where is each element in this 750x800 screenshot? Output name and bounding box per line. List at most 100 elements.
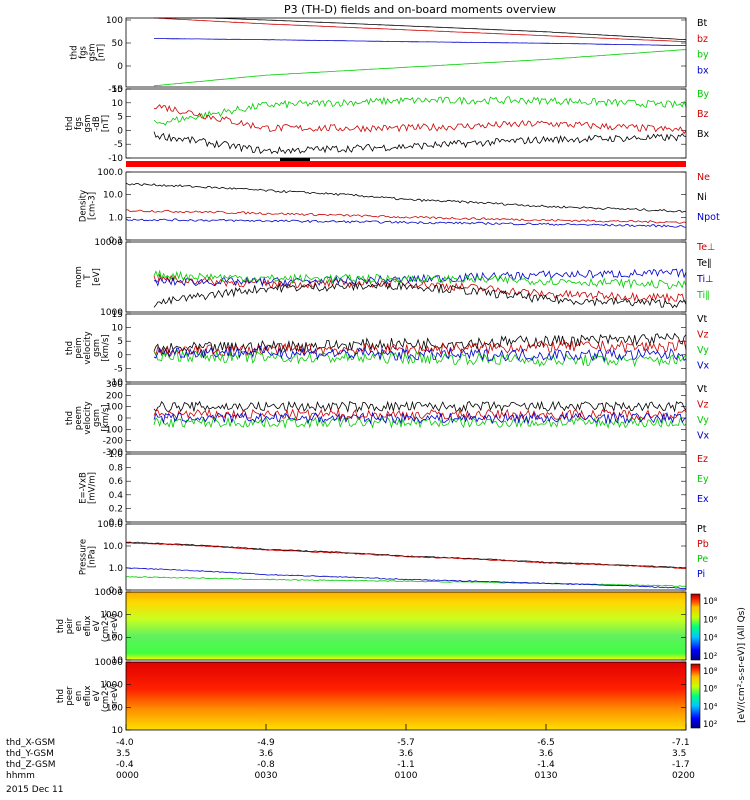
y-tick-label: 0.1 — [109, 236, 123, 246]
y-axis-label: E=-VxB[mV/m] — [79, 472, 98, 504]
y-axis-label-line: E=-VxB — [79, 472, 89, 504]
colorbar-tick-label: 10² — [703, 720, 717, 730]
colorbar-layer: 10⁸ 10⁶ 10⁴ 10² 10⁸ 10⁶ 10⁴ 10² [eV/(cm²-s-sr-eV… — [690, 593, 747, 730]
series-line-Ti⊥ — [153, 268, 687, 288]
colorbar-tick-label: 10⁴ — [703, 702, 718, 712]
y-axis-label-line: Pressure — [79, 539, 89, 575]
quality-flag-mark — [280, 158, 310, 161]
y-axis-label: thdfgsgsm-dB[nT] — [65, 114, 111, 132]
legend-label: Ne — [697, 172, 710, 183]
ion-spectrogram — [126, 592, 686, 660]
panels-layer: 100500-50thdfgsgsm[nT]Btbzbybx151050-5-1… — [56, 16, 720, 736]
series-line-Ni — [125, 182, 687, 213]
panel-efield: 1.0 0.8 0.6 0.4 0.2 0.0 E=-VxB[mV/m] Ez Ey Ex — [79, 450, 710, 528]
legend-label: Ti∥ — [696, 290, 710, 301]
y-axis-label-line: en — [74, 621, 84, 632]
series-line-Te⊥ — [153, 273, 687, 303]
y-tick-label: 10.0 — [103, 191, 123, 201]
panel-frame — [125, 591, 687, 661]
y-tick-label: 0 — [117, 351, 123, 361]
x-axis-row-value: 3.6 — [399, 749, 414, 759]
y-axis-label-line: velocity — [83, 331, 93, 364]
legend-label: Pb — [697, 539, 709, 550]
y-tick-label: 5 — [117, 337, 123, 347]
y-axis-label-line: peer — [65, 686, 75, 706]
y-tick-label: 0.8 — [109, 464, 124, 474]
y-axis-label-line: eV — [92, 690, 102, 701]
y-axis-label-line: (cm2-s- — [101, 610, 111, 642]
x-axis-row-value: 0200 — [672, 771, 695, 781]
colorbar-2 — [690, 663, 701, 729]
panel-peir-spec: 10000 1000 100 10 thdpeirenefluxeV(cm2-s-sr-… — [56, 588, 687, 666]
y-axis-label-line: thd — [65, 411, 75, 425]
series-line-by — [153, 49, 687, 87]
legend-label: Bz — [697, 109, 709, 120]
series-line-Pb — [125, 542, 687, 570]
series-line-Vt — [153, 400, 687, 414]
panel-temperature: 10000 1000 momT[eV] Te⊥ Te∥ Ti⊥ Ti∥ — [74, 238, 715, 318]
y-axis-label-line: peim — [74, 337, 84, 358]
series-line-Vx — [153, 344, 687, 362]
series-line-Vz — [153, 339, 687, 359]
y-axis-label-line: [eV] — [92, 268, 102, 286]
y-tick-label: -200 — [103, 437, 124, 447]
x-axis-row-value: 0100 — [395, 771, 418, 781]
y-axis-label-line: (cm2-s- — [101, 680, 111, 712]
y-axis-label-line: Density — [79, 190, 89, 222]
y-tick-label: 10 — [112, 324, 124, 334]
y-tick-label: 10.0 — [103, 542, 123, 552]
panel-frame — [125, 313, 687, 383]
panel-peer-spec: 10000 1000 100 10 thdpeerenefluxeV(cm2-s-sr-… — [56, 658, 687, 736]
legend-label: bz — [697, 34, 708, 45]
y-tick-label: 1000 — [100, 308, 123, 318]
y-axis-label-line: thd — [56, 689, 66, 703]
x-axis-row-value: 0000 — [116, 771, 139, 781]
y-axis-label-line: thd — [70, 45, 80, 59]
y-axis-label-line: eflux — [83, 615, 93, 636]
y-tick-label: 1000 — [100, 681, 123, 691]
series-line-Vz — [153, 408, 687, 421]
y-axis-label: thdpeemvelocitygsm[km/s] — [65, 401, 111, 434]
y-tick-label: 10000 — [94, 588, 123, 598]
y-tick-label: 10000 — [94, 238, 123, 248]
y-tick-label: 1.0 — [109, 564, 124, 574]
y-tick-label: 100 — [106, 633, 123, 643]
x-axis-row-value: -1.7 — [672, 760, 690, 770]
x-axis-row-value: 3.6 — [539, 749, 554, 759]
figure-title: P3 (TH-D) fields and on-board moments ov… — [284, 3, 556, 16]
y-tick-label: -5 — [114, 364, 123, 374]
y-tick-label: 0 — [117, 414, 123, 424]
y-axis-label-line: thd — [56, 619, 66, 633]
y-tick-label: -10 — [108, 154, 123, 164]
y-axis-label-line: T — [83, 274, 93, 281]
y-tick-label: 5 — [117, 113, 123, 123]
colorbar-tick-label: 10⁶ — [703, 615, 718, 625]
y-tick-label: 0 — [117, 126, 123, 136]
legend-label: Vz — [697, 400, 709, 411]
panel-fgs-gsm: 100 50 0 -50 thdfgsgsm[nT] Bt bz by bx — [70, 16, 710, 95]
series-line-Pe — [125, 576, 687, 587]
legend-label: By — [697, 89, 710, 100]
legend-label: Bt — [697, 18, 708, 29]
y-tick-label: 200 — [106, 391, 123, 401]
colorbar-label: [eV/(cm²-s-sr-eV)] (All Qs) — [737, 607, 747, 723]
x-axis-row-label: thd_X-GSM — [6, 738, 55, 748]
legend-label: Ey — [697, 474, 709, 485]
legend-label: Ez — [697, 454, 708, 465]
legend-label: Vt — [697, 314, 707, 325]
series-line-Bz — [154, 104, 687, 135]
y-axis-label-line: [nPa] — [88, 546, 98, 568]
panel-frame — [125, 171, 687, 241]
panel-frame — [125, 383, 687, 453]
legend-label: Ex — [697, 494, 709, 505]
y-tick-label: -100 — [103, 425, 124, 435]
panel-fgs-gsm-detrended: 15 10 5 0 -5 -10 thdfgsgsm-dB[nT] By Bz Bx — [65, 85, 710, 167]
x-axis-row-value: -6.5 — [537, 738, 555, 748]
y-axis-label: Density[cm-3] — [79, 190, 98, 222]
legend-label: Vz — [697, 330, 709, 341]
x-axis-row-value: -4.9 — [257, 738, 275, 748]
x-axis-row-value: -4.0 — [116, 738, 134, 748]
y-axis-label-line: thd — [65, 341, 75, 355]
legend-label: by — [697, 50, 709, 61]
